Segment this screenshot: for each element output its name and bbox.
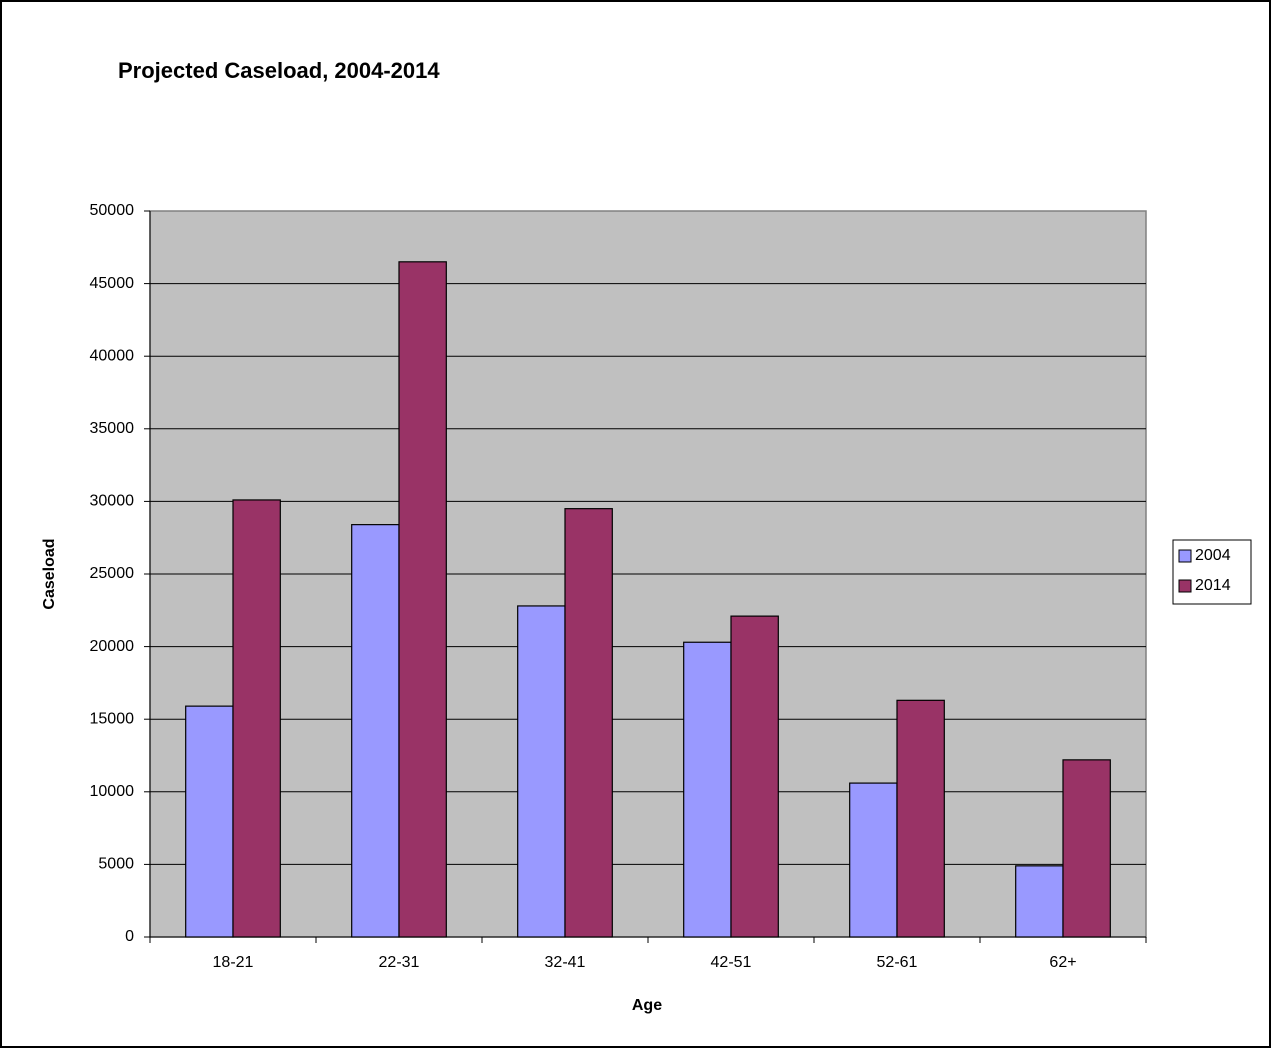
y-tick-label: 20000 bbox=[90, 638, 135, 655]
legend-swatch bbox=[1178, 579, 1192, 593]
legend-label: 2004 bbox=[1195, 547, 1231, 564]
bar bbox=[730, 615, 779, 938]
bar bbox=[185, 705, 234, 938]
x-tick-label: 32-41 bbox=[545, 954, 586, 971]
bar bbox=[1015, 865, 1064, 938]
x-tick-label: 22-31 bbox=[379, 954, 420, 971]
legend-label: 2014 bbox=[1195, 577, 1231, 594]
y-axis-label: Caseload bbox=[41, 538, 58, 609]
legend-swatch bbox=[1178, 549, 1192, 563]
y-tick-label: 10000 bbox=[90, 783, 135, 800]
bar bbox=[564, 508, 613, 938]
x-tick-label: 42-51 bbox=[711, 954, 752, 971]
chart-title: Projected Caseload, 2004-2014 bbox=[118, 58, 440, 83]
y-tick-label: 35000 bbox=[90, 420, 135, 437]
y-tick-label: 50000 bbox=[90, 202, 135, 219]
y-tick-label: 30000 bbox=[90, 493, 135, 510]
bar bbox=[398, 261, 447, 938]
y-tick-label: 15000 bbox=[90, 710, 135, 727]
bar bbox=[683, 641, 732, 938]
bar bbox=[351, 524, 400, 938]
y-tick-label: 0 bbox=[125, 928, 134, 945]
x-tick-label: 18-21 bbox=[213, 954, 254, 971]
bar bbox=[517, 605, 566, 938]
y-tick-label: 40000 bbox=[90, 347, 135, 364]
bar bbox=[1062, 759, 1111, 938]
x-tick-label: 52-61 bbox=[877, 954, 918, 971]
x-axis-label: Age bbox=[632, 997, 662, 1014]
bar bbox=[896, 699, 945, 938]
y-tick-label: 5000 bbox=[98, 856, 134, 873]
x-tick-label: 62+ bbox=[1049, 954, 1076, 971]
y-tick-label: 45000 bbox=[90, 275, 135, 292]
bar bbox=[849, 782, 898, 938]
y-tick-label: 25000 bbox=[90, 565, 135, 582]
bar bbox=[232, 499, 281, 938]
